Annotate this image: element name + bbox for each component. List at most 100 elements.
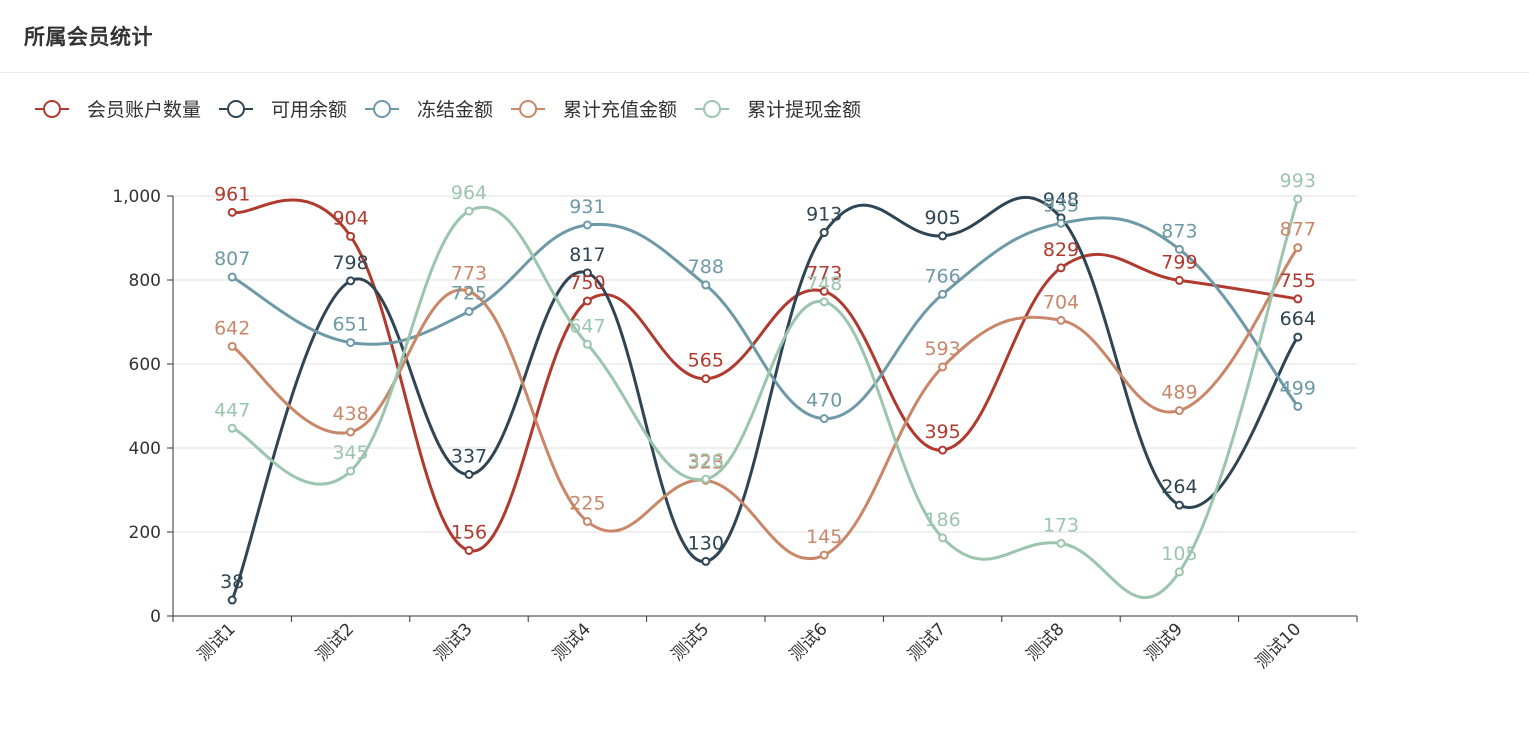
data-point[interactable] [938, 445, 948, 455]
data-point[interactable] [464, 307, 474, 316]
data-point[interactable] [1174, 275, 1184, 285]
data-point[interactable] [1174, 406, 1184, 416]
series-line [231, 198, 1300, 599]
x-axis: 测试1 测试2 测试3 测试4 测试5 测试6 测试7 测试8 测试9 测试10 [172, 615, 1358, 673]
x-tick-label: 测试6 [786, 619, 832, 665]
x-tick-label: 测试4 [549, 619, 595, 665]
data-point[interactable] [582, 296, 592, 306]
data-label: 647 [569, 315, 605, 337]
data-label: 326 [688, 450, 724, 472]
series-2 [227, 195, 1303, 605]
data-point[interactable] [938, 289, 948, 299]
data-point[interactable] [346, 427, 356, 437]
legend-label: 可用余额 [271, 99, 347, 121]
data-point[interactable] [1293, 401, 1303, 411]
data-label: 438 [332, 403, 368, 425]
data-point[interactable] [938, 362, 948, 372]
data-label: 964 [451, 182, 487, 204]
data-point[interactable] [227, 595, 237, 605]
data-point[interactable] [227, 272, 237, 282]
data-label: 913 [806, 204, 842, 226]
data-label: 748 [806, 273, 842, 295]
data-point[interactable] [1293, 243, 1303, 253]
legend-label: 会员账户数量 [87, 99, 201, 121]
data-point[interactable] [701, 474, 711, 484]
chart-legend: 会员账户数量 可用余额 冻结金额 累计充值金额 累计提现金额 [35, 99, 861, 121]
data-point[interactable] [701, 374, 711, 384]
data-point[interactable] [1293, 194, 1303, 204]
data-label: 38 [220, 571, 244, 593]
data-point[interactable] [819, 286, 829, 296]
data-labels: 961 904 156 750 565 773 395 829 799 755 38 798 337 81… [214, 170, 1316, 593]
data-label: 799 [1161, 251, 1197, 273]
data-label: 829 [1043, 239, 1079, 261]
data-point[interactable] [227, 341, 237, 351]
data-point[interactable] [1056, 315, 1066, 325]
data-label: 905 [924, 207, 960, 229]
data-label: 565 [688, 350, 724, 372]
data-label: 130 [688, 532, 724, 554]
data-point[interactable] [464, 206, 474, 216]
data-point[interactable] [346, 338, 356, 348]
data-point[interactable] [464, 286, 474, 296]
data-point[interactable] [819, 550, 829, 560]
data-point[interactable] [1056, 263, 1066, 273]
data-label: 725 [451, 283, 487, 305]
series-3 [227, 216, 1303, 424]
data-label: 642 [214, 317, 250, 339]
data-point[interactable] [1056, 538, 1066, 548]
legend-item-5[interactable]: 累计提现金额 [695, 99, 861, 121]
legend-item-3[interactable]: 冻结金额 [365, 99, 493, 121]
data-point[interactable] [819, 228, 829, 238]
data-point[interactable] [1293, 332, 1303, 342]
data-point[interactable] [227, 423, 237, 433]
data-point[interactable] [464, 469, 474, 479]
legend-item-4[interactable]: 累计充值金额 [511, 99, 677, 121]
data-point[interactable] [1056, 218, 1066, 228]
data-label: 651 [332, 314, 368, 336]
data-label: 961 [214, 183, 250, 205]
y-tick-label: 200 [129, 523, 161, 543]
chart-series [227, 194, 1303, 605]
data-point[interactable] [464, 545, 474, 555]
data-point[interactable] [582, 220, 592, 230]
data-label: 173 [1043, 514, 1079, 536]
data-point[interactable] [346, 231, 356, 241]
y-tick-label: 600 [129, 355, 161, 375]
legend-item-2[interactable]: 可用余额 [219, 99, 347, 121]
data-point[interactable] [938, 231, 948, 241]
data-label: 877 [1280, 219, 1316, 241]
data-point[interactable] [346, 276, 356, 286]
data-label: 105 [1161, 543, 1197, 565]
legend-label: 累计充值金额 [563, 99, 677, 121]
data-label: 798 [332, 252, 368, 274]
data-point[interactable] [346, 466, 356, 476]
data-label: 470 [806, 390, 842, 412]
data-point[interactable] [819, 297, 829, 307]
data-label: 750 [569, 272, 605, 294]
data-point[interactable] [701, 280, 711, 290]
data-point[interactable] [1174, 567, 1184, 577]
data-point[interactable] [1174, 244, 1184, 254]
data-point[interactable] [227, 207, 237, 217]
y-tick-label: 0 [150, 607, 161, 627]
data-point[interactable] [819, 414, 829, 424]
x-tick-label: 测试1 [194, 619, 240, 665]
data-point[interactable] [1293, 294, 1303, 304]
data-point[interactable] [582, 339, 592, 349]
data-point[interactable] [701, 556, 711, 566]
series-line [231, 198, 1299, 553]
data-point[interactable] [1174, 500, 1184, 510]
data-label: 395 [924, 421, 960, 443]
x-tick-label: 测试8 [1023, 619, 1069, 665]
data-label: 704 [1043, 291, 1079, 313]
legend-item-1[interactable]: 会员账户数量 [35, 99, 201, 121]
data-label: 993 [1280, 170, 1316, 192]
series-line [230, 195, 1300, 601]
legend-marker-icon [43, 100, 61, 118]
y-axis: 0 200 400 600 800 1,000 [112, 187, 174, 627]
data-point[interactable] [582, 517, 592, 526]
data-point[interactable] [938, 533, 948, 543]
data-point[interactable] [582, 268, 592, 278]
